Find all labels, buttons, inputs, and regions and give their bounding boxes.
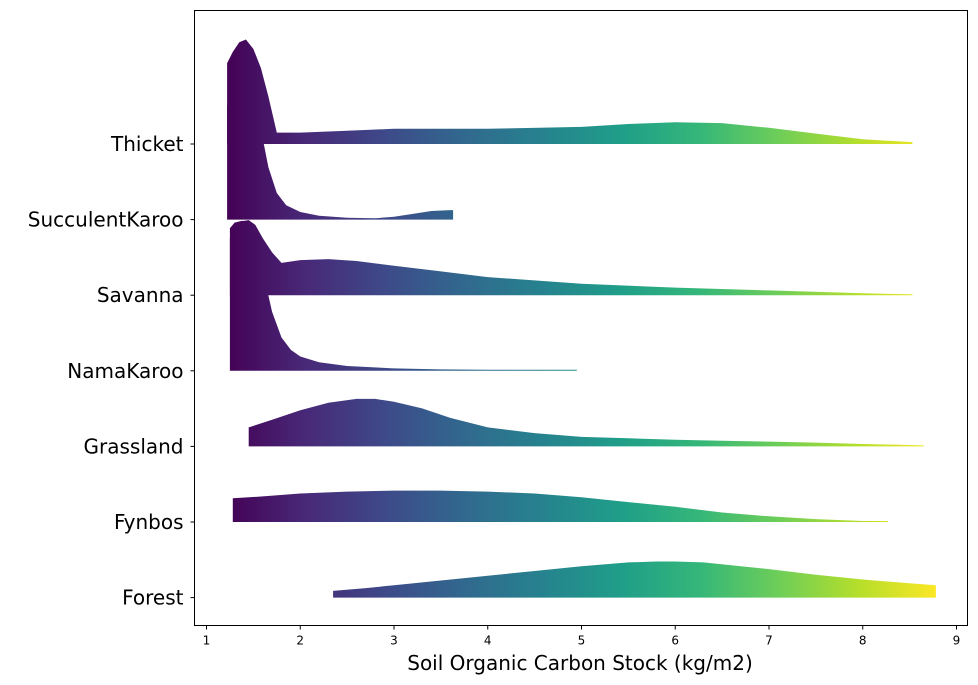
x-tick-label-6: 6 xyxy=(671,634,679,648)
ridge-namakaroo xyxy=(229,220,577,371)
x-tick-label-1: 1 xyxy=(203,634,211,648)
x-axis: 1 2 3 4 5 6 7 8 9 xyxy=(203,625,961,648)
ridge-savanna xyxy=(229,220,913,296)
x-tick-label-4: 4 xyxy=(484,634,492,648)
category-label-thicket: Thicket xyxy=(110,132,184,156)
ridge-fynbos xyxy=(232,490,889,522)
x-tick-label-5: 5 xyxy=(578,634,586,648)
category-label-namakaroo: NamaKaroo xyxy=(67,359,183,383)
category-label-grassland: Grassland xyxy=(84,434,184,458)
category-label-fynbos: Fynbos xyxy=(114,510,184,534)
x-tick-label-2: 2 xyxy=(296,634,304,648)
ridge-grassland xyxy=(248,398,924,447)
ridge-forest xyxy=(333,561,936,598)
x-tick-label-9: 9 xyxy=(953,634,961,648)
category-label-succulentkaroo: SucculentKaroo xyxy=(28,208,184,232)
x-tick-label-8: 8 xyxy=(859,634,867,648)
category-label-forest: Forest xyxy=(122,586,184,610)
x-tick-label-7: 7 xyxy=(765,634,773,648)
ridge-succulentkaroo xyxy=(227,79,454,220)
y-axis: Thicket SucculentKaroo Savanna NamaKaroo Gra… xyxy=(28,132,195,610)
ridges xyxy=(227,39,936,598)
x-axis-title: Soil Organic Carbon Stock (kg/m2) xyxy=(407,651,753,675)
category-label-savanna: Savanna xyxy=(97,283,184,307)
plot-frame xyxy=(194,10,968,626)
x-tick-label-3: 3 xyxy=(390,634,398,648)
ridge-thicket xyxy=(227,39,913,144)
